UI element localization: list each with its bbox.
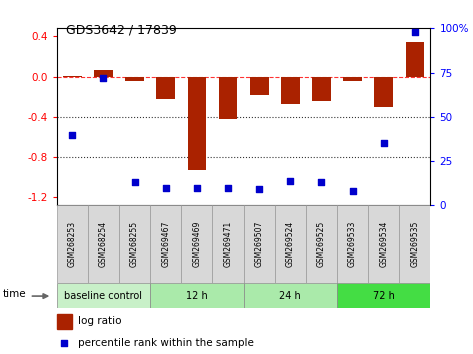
Text: 12 h: 12 h <box>186 291 208 301</box>
Text: 72 h: 72 h <box>373 291 394 301</box>
Bar <box>312 76 331 101</box>
Bar <box>219 76 237 119</box>
Bar <box>375 76 393 107</box>
Bar <box>181 205 212 283</box>
Bar <box>57 205 88 283</box>
Bar <box>275 205 306 283</box>
Bar <box>244 283 337 308</box>
Text: percentile rank within the sample: percentile rank within the sample <box>78 338 254 348</box>
Point <box>69 132 76 137</box>
Bar <box>281 76 300 104</box>
Text: GSM268254: GSM268254 <box>99 221 108 267</box>
Bar <box>250 76 269 95</box>
Bar <box>368 205 399 283</box>
Bar <box>125 76 144 81</box>
Point <box>349 188 356 194</box>
Bar <box>343 76 362 81</box>
Bar <box>57 314 72 329</box>
Bar <box>244 205 275 283</box>
Point <box>224 185 232 190</box>
Bar <box>88 205 119 283</box>
Text: GSM269525: GSM269525 <box>317 221 326 267</box>
Text: GSM269535: GSM269535 <box>411 221 420 268</box>
Bar <box>94 69 113 76</box>
Text: GSM269467: GSM269467 <box>161 221 170 268</box>
Point <box>162 185 169 190</box>
Text: 24 h: 24 h <box>280 291 301 301</box>
Point <box>318 179 325 185</box>
Bar <box>57 283 150 308</box>
Text: time: time <box>3 289 26 299</box>
Bar <box>337 283 430 308</box>
Text: baseline control: baseline control <box>64 291 142 301</box>
Text: GSM269533: GSM269533 <box>348 221 357 268</box>
Bar <box>150 205 181 283</box>
Text: log ratio: log ratio <box>78 316 122 326</box>
Text: GSM269524: GSM269524 <box>286 221 295 267</box>
Text: GSM269534: GSM269534 <box>379 221 388 268</box>
Bar <box>306 205 337 283</box>
Point <box>61 341 68 346</box>
Bar <box>212 205 244 283</box>
Text: GSM268255: GSM268255 <box>130 221 139 267</box>
Text: GSM268253: GSM268253 <box>68 221 77 267</box>
Text: GSM269469: GSM269469 <box>193 221 201 268</box>
Bar <box>157 76 175 99</box>
Point <box>287 178 294 183</box>
Text: GDS3642 / 17839: GDS3642 / 17839 <box>66 23 177 36</box>
Bar <box>150 283 244 308</box>
Point <box>255 187 263 192</box>
Text: GSM269471: GSM269471 <box>224 221 233 267</box>
Bar <box>337 205 368 283</box>
Bar <box>405 42 424 76</box>
Bar <box>119 205 150 283</box>
Point <box>131 179 139 185</box>
Point <box>193 185 201 190</box>
Text: GSM269507: GSM269507 <box>254 221 263 268</box>
Point <box>411 29 419 35</box>
Point <box>100 75 107 81</box>
Point <box>380 141 387 146</box>
Bar <box>399 205 430 283</box>
Bar <box>187 76 206 170</box>
